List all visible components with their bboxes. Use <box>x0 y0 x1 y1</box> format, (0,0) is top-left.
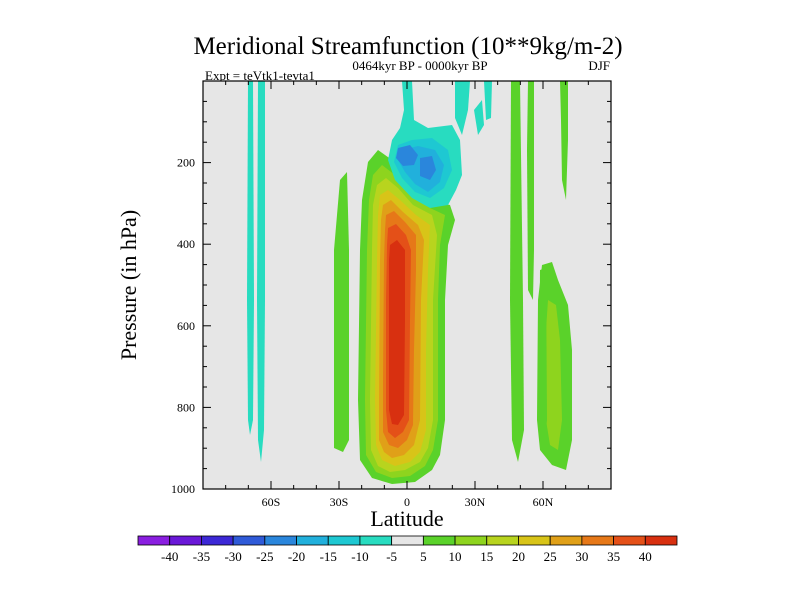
colorbar-label: -15 <box>320 549 337 564</box>
colorbar-label: 35 <box>607 549 620 564</box>
contour-strip-48n <box>510 81 524 462</box>
season-label: DJF <box>588 58 610 73</box>
contour-strip-60n-inner <box>546 300 562 450</box>
colorbar-swatch <box>137 535 171 546</box>
contour-strip-30s <box>334 172 349 452</box>
contour-strip-65s <box>257 81 265 462</box>
colorbar: -40 -35 -30 -25 -20 -15 -10 -5 5 10 15 20 25 30 35 40 <box>137 535 678 564</box>
colorbar-label: -40 <box>161 549 178 564</box>
contour-wisp-20n <box>455 81 470 135</box>
colorbar-label: -20 <box>288 549 305 564</box>
colorbar-swatch <box>359 535 393 546</box>
x-tick-label: 30S <box>330 495 349 509</box>
x-axis-label: Latitude <box>370 506 443 531</box>
y-axis-label: Pressure (in hPa) <box>116 210 141 360</box>
contour-strip-60n-top <box>560 81 568 200</box>
colorbar-swatch <box>486 535 519 546</box>
contour-fills <box>247 81 572 484</box>
colorbar-swatch <box>422 535 456 546</box>
colorbar-swatch <box>454 535 488 546</box>
colorbar-swatch <box>644 535 678 546</box>
contour-upper-cell-20 <box>396 145 418 166</box>
colorbar-label: -10 <box>351 549 368 564</box>
colorbar-label: 30 <box>575 549 588 564</box>
x-tick-label: 30N <box>465 495 486 509</box>
colorbar-swatch <box>391 535 424 546</box>
colorbar-label: 10 <box>449 549 462 564</box>
colorbar-swatch <box>201 535 234 546</box>
contour-strip-70s <box>247 81 254 435</box>
colorbar-label: -35 <box>193 549 210 564</box>
x-tick-label: 0 <box>404 495 410 509</box>
colorbar-label: 15 <box>480 549 493 564</box>
y-tick-label: 400 <box>177 237 195 251</box>
y-tick-label: 1000 <box>171 482 195 496</box>
colorbar-swatch <box>327 535 361 546</box>
x-axis: 60S 30S 0 30N 60N <box>225 81 589 509</box>
y-tick-label: 600 <box>177 319 195 333</box>
period-label: 0464kyr BP - 0000kyr BP <box>352 58 487 73</box>
colorbar-label: 25 <box>544 549 557 564</box>
colorbar-swatch <box>549 535 583 546</box>
y-axis: 200 400 600 800 1000 <box>171 100 611 496</box>
contour-strip-55n <box>539 268 547 448</box>
contour-upper-cell-20b <box>420 156 436 180</box>
contour-wisp-30n <box>484 81 492 120</box>
experiment-label: Expt = teVtk1-tevta1 <box>205 68 315 83</box>
contour-strip-50n <box>527 81 534 300</box>
colorbar-swatch <box>264 535 297 546</box>
colorbar-swatch <box>232 535 266 546</box>
colorbar-swatch <box>296 535 329 546</box>
colorbar-label: 20 <box>512 549 525 564</box>
chart-title: Meridional Streamfunction (10**9kg/m-2) <box>193 33 622 60</box>
colorbar-swatch <box>581 535 614 546</box>
colorbar-swatch <box>613 535 646 546</box>
colorbar-label: 40 <box>639 549 652 564</box>
contour-wisp-25n <box>474 100 484 135</box>
colorbar-swatch <box>169 535 202 546</box>
y-tick-label: 800 <box>177 400 195 414</box>
colorbar-label: 5 <box>420 549 427 564</box>
contour-hadley-40 <box>389 240 405 425</box>
colorbar-label: -30 <box>224 549 241 564</box>
colorbar-swatch <box>518 535 551 546</box>
colorbar-label: -5 <box>386 549 397 564</box>
x-tick-label: 60S <box>262 495 281 509</box>
colorbar-label: -25 <box>256 549 273 564</box>
y-tick-label: 200 <box>177 156 195 170</box>
x-tick-label: 60N <box>533 495 554 509</box>
